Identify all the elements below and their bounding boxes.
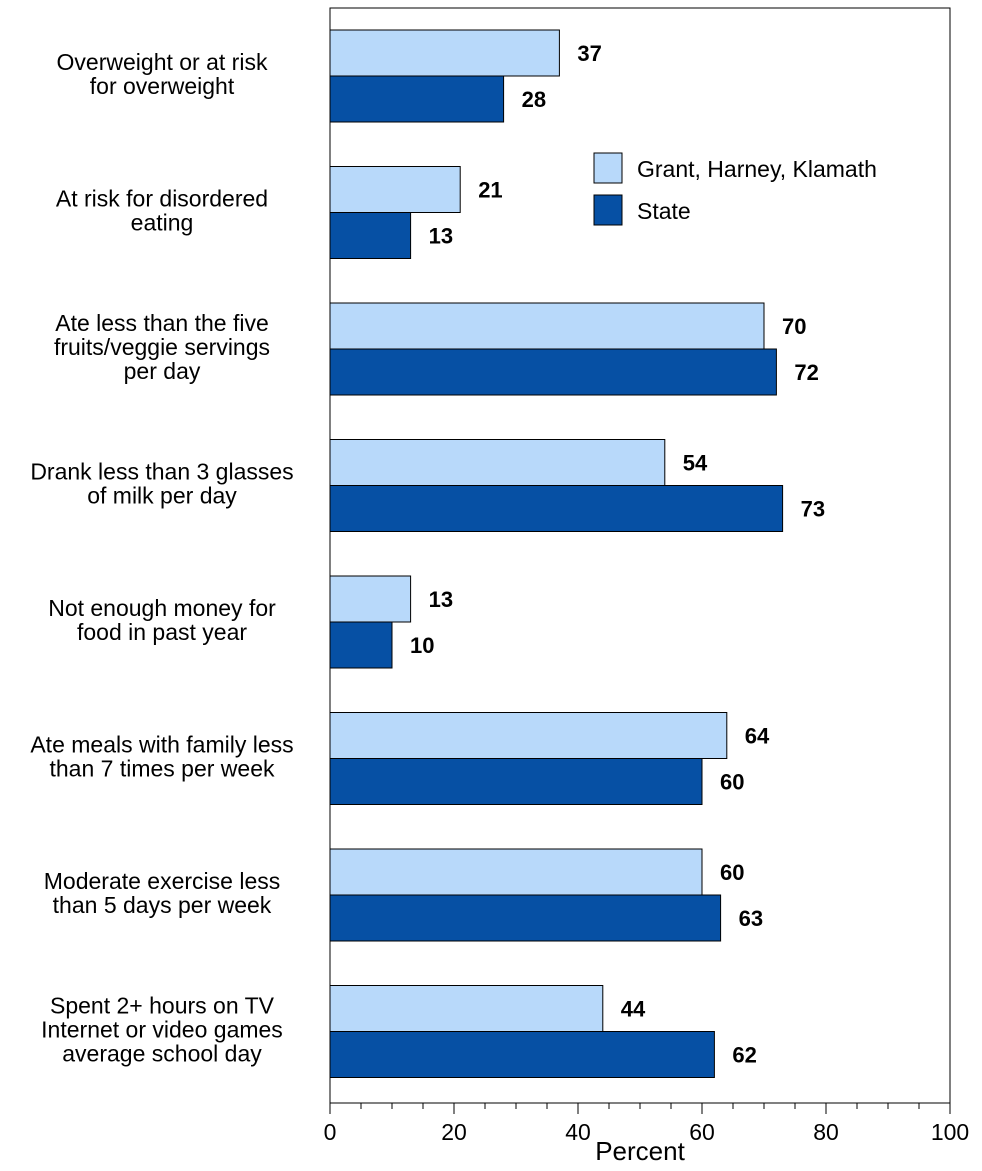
x-tick-label: 60 bbox=[689, 1119, 715, 1145]
category-label-line: than 5 days per week bbox=[53, 892, 272, 918]
value-label-state-7: 62 bbox=[732, 1043, 756, 1068]
bar-local-5 bbox=[329, 712, 728, 759]
category-label-7: Spent 2+ hours on TV Internet or video ga… bbox=[41, 993, 283, 1067]
x-tick-label: 80 bbox=[813, 1119, 839, 1145]
category-label-5: Ate meals with family less than 7 times p… bbox=[30, 732, 293, 782]
bar-state-2 bbox=[329, 348, 777, 396]
category-label-line: Overweight or at risk bbox=[57, 49, 268, 75]
value-label-state-5: 60 bbox=[720, 770, 744, 795]
category-label-line: Moderate exercise less bbox=[44, 868, 281, 894]
category-label-0: Overweight or at risk for overweight bbox=[57, 49, 268, 99]
bar-local-0 bbox=[329, 29, 560, 77]
value-label-state-3: 73 bbox=[801, 497, 825, 522]
legend-label-0: Grant, Harney, Klamath bbox=[637, 156, 877, 182]
category-label-line: average school day bbox=[62, 1041, 262, 1067]
bars bbox=[329, 29, 784, 1078]
x-tick-label: 100 bbox=[931, 1119, 969, 1145]
category-label-line: Not enough money for bbox=[48, 595, 276, 621]
bar-state-0 bbox=[329, 75, 505, 123]
x-tick-label: 0 bbox=[324, 1119, 337, 1145]
category-label-line: per day bbox=[124, 358, 201, 384]
legend-swatch-1 bbox=[593, 194, 623, 226]
category-label-line: Drank less than 3 glasses bbox=[30, 459, 293, 485]
category-label-line: eating bbox=[131, 210, 194, 236]
x-axis: 0 20 40 60 80 100 bbox=[324, 1103, 969, 1145]
category-label-line: than 7 times per week bbox=[49, 756, 275, 782]
value-label-local-3: 54 bbox=[683, 451, 708, 476]
bar-state-5 bbox=[329, 758, 703, 805]
value-label-local-0: 37 bbox=[577, 41, 601, 66]
bar-local-6 bbox=[329, 848, 703, 896]
category-label-line: Spent 2+ hours on TV bbox=[50, 993, 275, 1019]
bar-local-1 bbox=[329, 166, 461, 213]
bar-local-3 bbox=[329, 439, 666, 486]
category-label-line: fruits/veggie servings bbox=[54, 334, 270, 360]
bar-local-7 bbox=[329, 985, 604, 1032]
value-label-state-4: 10 bbox=[410, 633, 434, 658]
legend: Grant, Harney, Klamath State bbox=[593, 152, 877, 226]
bar-state-1 bbox=[329, 212, 412, 259]
bar-state-4 bbox=[329, 621, 393, 669]
category-label-1: At risk for disordered eating bbox=[56, 186, 268, 236]
category-label-line: of milk per day bbox=[87, 483, 237, 509]
category-label-3: Drank less than 3 glasses of milk per day bbox=[30, 459, 293, 509]
value-label-local-2: 70 bbox=[782, 314, 806, 339]
category-label-4: Not enough money for food in past year bbox=[48, 595, 276, 645]
value-label-state-2: 72 bbox=[794, 360, 818, 385]
bar-state-3 bbox=[329, 485, 784, 532]
value-label-state-1: 13 bbox=[429, 224, 453, 249]
x-tick-label: 40 bbox=[565, 1119, 591, 1145]
value-label-local-7: 44 bbox=[621, 997, 646, 1022]
legend-swatch-0 bbox=[593, 152, 623, 184]
category-label-line: food in past year bbox=[77, 619, 247, 645]
bar-local-2 bbox=[329, 302, 765, 350]
x-axis-title: Percent bbox=[595, 1136, 685, 1166]
category-label-6: Moderate exercise less than 5 days per we… bbox=[44, 868, 281, 918]
category-label-2: Ate less than the five fruits/veggie serv… bbox=[54, 310, 270, 384]
value-label-local-4: 13 bbox=[429, 587, 453, 612]
category-label-line: for overweight bbox=[90, 73, 235, 99]
category-label-line: Ate meals with family less bbox=[30, 732, 293, 758]
category-label-line: At risk for disordered bbox=[56, 186, 268, 212]
value-label-state-0: 28 bbox=[522, 87, 546, 112]
value-label-local-1: 21 bbox=[478, 178, 502, 203]
category-label-line: Internet or video games bbox=[41, 1017, 283, 1043]
value-label-local-6: 60 bbox=[720, 860, 744, 885]
bar-state-6 bbox=[329, 894, 722, 942]
bar-local-4 bbox=[329, 575, 412, 623]
legend-label-1: State bbox=[637, 198, 691, 224]
x-tick-label: 20 bbox=[441, 1119, 467, 1145]
value-label-state-6: 63 bbox=[739, 906, 763, 931]
category-labels: Overweight or at risk for overweight At ri… bbox=[30, 49, 293, 1067]
value-label-local-5: 64 bbox=[745, 724, 770, 749]
bar-state-7 bbox=[329, 1031, 715, 1078]
category-label-line: Ate less than the five bbox=[55, 310, 269, 336]
